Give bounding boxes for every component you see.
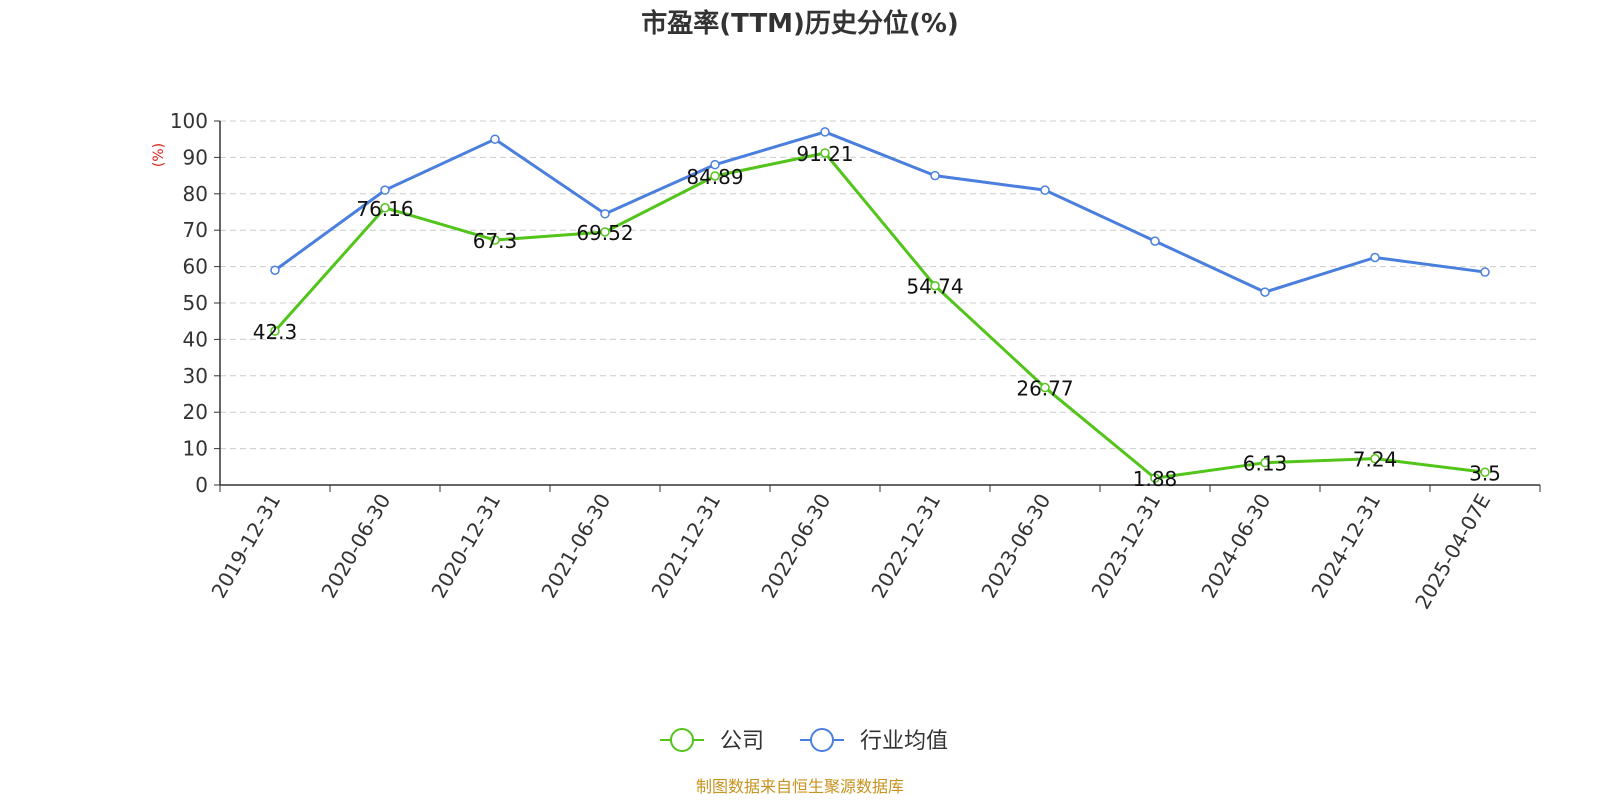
data-point-company[interactable] (1040, 382, 1050, 393)
data-point-company[interactable] (1150, 473, 1160, 483)
y-tick-label: 40 (183, 327, 208, 351)
data-point-industry-average[interactable] (270, 265, 280, 275)
legend[interactable]: 公司 行业均值 (660, 728, 948, 754)
data-point-industry-average[interactable] (600, 209, 610, 219)
y-tick-label: 0 (195, 473, 208, 497)
data-label: 3.5 (1469, 461, 1501, 485)
y-tick-label: 50 (183, 291, 208, 315)
data-point-industry-average[interactable] (1370, 252, 1380, 263)
data-point-company[interactable] (1480, 467, 1490, 478)
x-tick-label: 2024-12-31 (1306, 490, 1385, 603)
data-source-note: 制图数据来自恒生聚源数据库 (696, 777, 904, 796)
data-point-company[interactable] (930, 280, 940, 291)
data-point-company[interactable] (270, 326, 280, 336)
data-label: 76.16 (356, 197, 413, 221)
data-point-industry-average[interactable] (930, 170, 940, 181)
data-point-industry-average[interactable] (820, 127, 830, 137)
data-label: 54.74 (906, 275, 963, 299)
data-label: 84.89 (686, 165, 743, 189)
data-point-industry-average[interactable] (1150, 236, 1160, 246)
data-point-industry-average[interactable] (490, 134, 500, 144)
x-tick-label: 2019-12-31 (206, 490, 285, 603)
legend-industry-label: 行业均值 (860, 729, 948, 754)
data-point-company[interactable] (380, 203, 390, 213)
legend-company-label: 公司 (720, 729, 764, 754)
series-line-industry-average (274, 130, 1486, 294)
data-point-industry-average[interactable] (1040, 185, 1050, 195)
grid-layer (220, 120, 1540, 450)
y-tick-label: 30 (183, 364, 208, 388)
x-tick-label: 2023-12-31 (1086, 490, 1165, 603)
axis-layer: 0 10 20 30 40 50 60 70 80 90 100 2019-12-31 2020-06-… (170, 109, 1541, 614)
data-label: 69.52 (576, 221, 633, 245)
y-tick-label: 20 (183, 400, 208, 424)
data-label: 67.3 (473, 229, 518, 253)
x-tick-label: 2022-12-31 (866, 490, 945, 603)
y-tick-label: 60 (183, 255, 208, 279)
data-point-company[interactable] (600, 227, 610, 237)
x-tick-label: 2021-06-30 (536, 490, 615, 603)
y-tick-label: 90 (183, 145, 208, 169)
y-axis-unit-label: (%) (151, 143, 167, 167)
chart-title: 市盈率(TTM)历史分位(%) (641, 8, 959, 39)
series-layer (270, 127, 1490, 483)
legend-company-marker-icon (670, 728, 694, 752)
data-point-company[interactable] (820, 148, 830, 158)
x-tick-label: 2020-06-30 (316, 490, 395, 603)
data-label: 91.21 (796, 142, 853, 166)
data-point-company[interactable] (1370, 453, 1380, 464)
data-label: 1.88 (1133, 467, 1178, 491)
data-point-industry-average[interactable] (380, 185, 390, 195)
x-tick-label: 2024-06-30 (1196, 490, 1275, 603)
data-point-industry-average[interactable] (1260, 287, 1270, 297)
y-tick-label: 80 (183, 182, 208, 206)
y-tick-label: 100 (170, 109, 208, 133)
legend-item-company[interactable]: 公司 (660, 728, 764, 754)
legend-industry-marker-icon (810, 728, 834, 752)
data-label: 7.24 (1353, 448, 1398, 472)
x-tick-label: 2020-12-31 (426, 490, 505, 603)
x-tick-label: 2025-04-07E (1410, 490, 1495, 614)
data-point-company[interactable] (1260, 457, 1270, 468)
data-point-company[interactable] (710, 171, 720, 181)
data-label: 26.77 (1016, 377, 1073, 401)
data-label: 6.13 (1243, 452, 1288, 476)
y-tick-label: 10 (183, 437, 208, 461)
data-label: 42.3 (253, 320, 298, 344)
series-line-company (273, 151, 1486, 480)
x-tick-label: 2023-06-30 (976, 490, 1055, 603)
data-label-layer: 42.3 76.16 67.3 69.52 84.89 91.21 54.74 26.77 1.… (253, 142, 1501, 491)
legend-item-industry-average[interactable]: 行业均值 (800, 728, 948, 754)
data-point-industry-average[interactable] (1480, 267, 1490, 277)
data-point-company[interactable] (490, 235, 500, 245)
x-tick-label: 2022-06-30 (756, 490, 835, 603)
x-tick-label: 2021-12-31 (646, 490, 725, 603)
data-point-industry-average[interactable] (710, 159, 720, 170)
y-tick-label: 70 (183, 218, 208, 242)
